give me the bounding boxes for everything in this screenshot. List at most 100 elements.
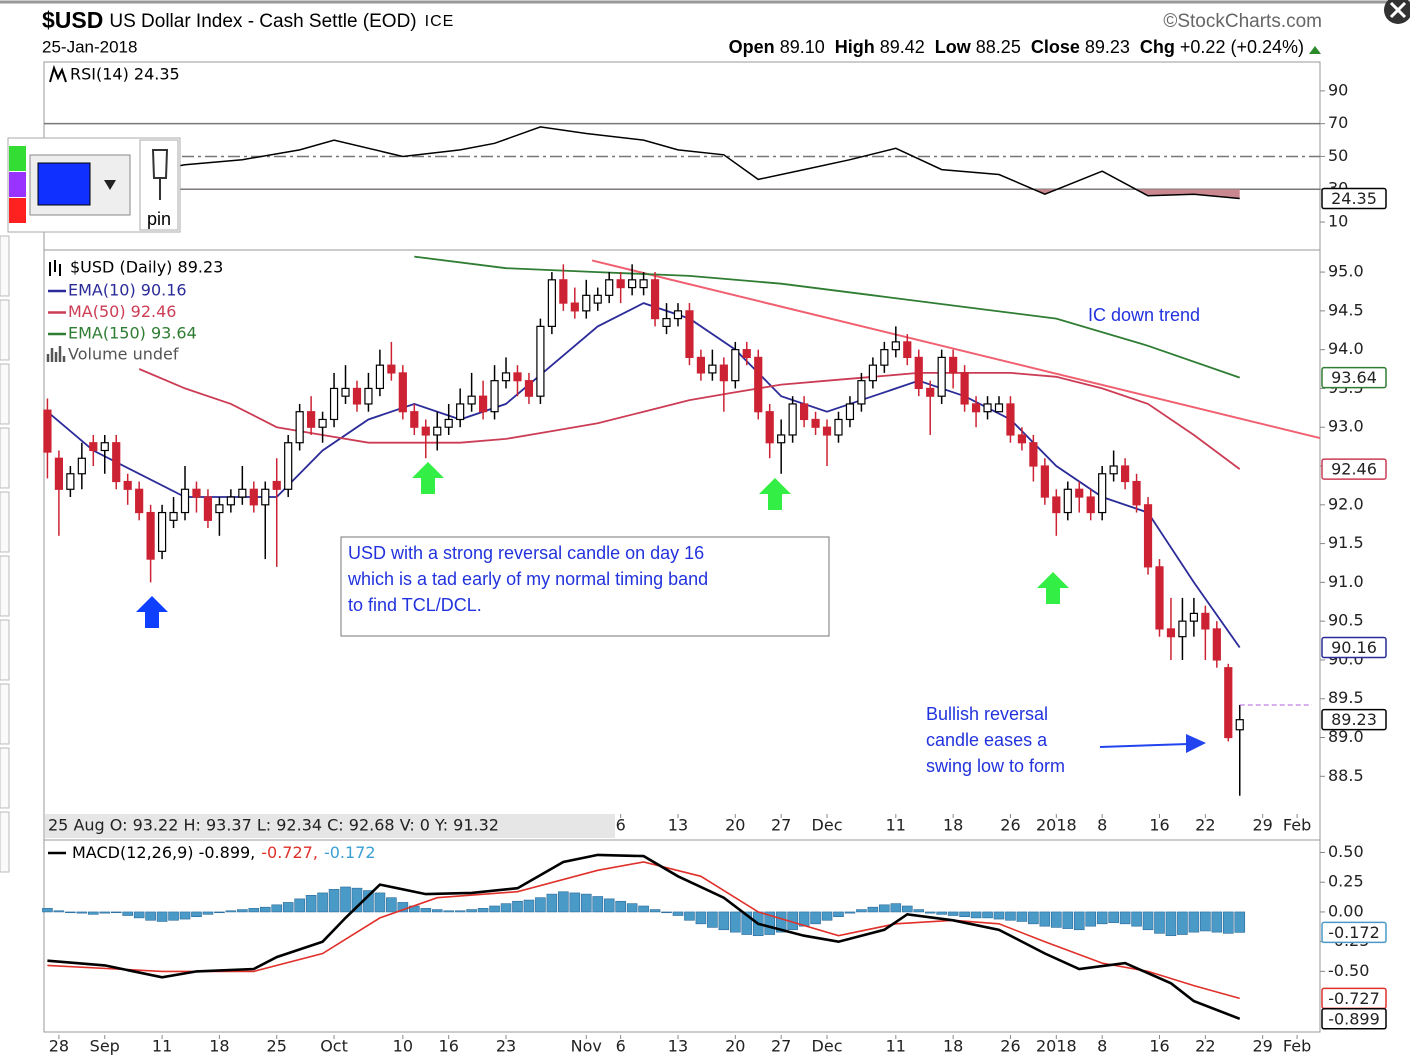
- x-tick-label: 16: [1149, 1037, 1169, 1056]
- x-tick-label: Sep: [90, 1037, 120, 1056]
- candle-body: [1017, 434, 1027, 444]
- legend-icon: [49, 260, 61, 276]
- candle-body: [673, 310, 683, 320]
- candle-body: [249, 488, 258, 506]
- side-tab: [0, 555, 10, 617]
- y-tick-label: 92.0: [1328, 494, 1364, 513]
- histogram-bar: [42, 908, 53, 913]
- histogram-bar: [122, 911, 133, 916]
- histogram-bar: [454, 910, 466, 913]
- candle-body: [616, 279, 625, 289]
- candle-body: [788, 403, 797, 436]
- histogram-bar: [684, 911, 695, 921]
- histogram-bar: [282, 902, 294, 913]
- histogram-bar: [821, 911, 833, 921]
- histogram-bar: [191, 911, 202, 917]
- x-tick-label: Dec: [812, 816, 843, 835]
- y-tick-label: 50: [1328, 146, 1348, 165]
- legend-label: EMA(10) 90.16: [68, 281, 187, 300]
- histogram-bar: [1096, 911, 1108, 925]
- histogram-bar: [1222, 911, 1234, 934]
- histogram-bar: [947, 911, 959, 916]
- x-tick-label: 11: [152, 1037, 172, 1056]
- y-tick-label: 0.00: [1328, 901, 1364, 920]
- candle-body: [891, 341, 900, 351]
- candle-body: [719, 364, 728, 382]
- annotation: which is a tad early of my normal timing…: [347, 569, 708, 589]
- histogram-bar: [214, 911, 225, 914]
- candle-body: [1109, 465, 1118, 475]
- candle-body: [261, 488, 270, 506]
- signal-arrow: [1037, 572, 1069, 604]
- exchange: ICE: [425, 13, 455, 30]
- brand: ©StockCharts.com: [1163, 11, 1322, 32]
- candle-body: [272, 480, 281, 490]
- candle-body: [926, 387, 935, 397]
- candle-body: [146, 511, 155, 560]
- candle-body: [1235, 719, 1244, 731]
- candle-body: [467, 395, 476, 405]
- x-tick-label: 27: [771, 1037, 791, 1056]
- side-tab: [0, 363, 10, 425]
- histogram-bar: [1005, 911, 1016, 921]
- candle-body: [605, 279, 614, 296]
- histogram-bar: [477, 908, 489, 913]
- histogram-bar: [1039, 911, 1051, 927]
- candle-body: [123, 480, 132, 490]
- histogram-bar: [156, 911, 168, 922]
- histogram-bar: [145, 911, 156, 921]
- legend-label: EMA(150) 93.64: [68, 324, 197, 343]
- histogram-bar: [913, 909, 925, 913]
- value-box-label: 93.64: [1331, 368, 1377, 387]
- histogram-bar: [649, 909, 661, 913]
- x-tick-label: 13: [668, 816, 688, 835]
- candle-body: [192, 488, 201, 498]
- candle-body: [639, 279, 648, 289]
- histogram-bar: [672, 911, 684, 916]
- x-tick-label: 18: [943, 816, 963, 835]
- annotation: Bullish reversal: [926, 704, 1048, 724]
- histogram-bar: [271, 904, 283, 913]
- color-swatch: [9, 146, 26, 171]
- annotation: IC down trend: [1088, 305, 1200, 325]
- histogram-bar: [867, 906, 879, 913]
- histogram-bar: [1016, 911, 1028, 922]
- histogram-bar: [569, 892, 581, 913]
- candle-body: [1040, 465, 1049, 498]
- annotation-arrow-head: [1186, 734, 1206, 753]
- candle-body: [857, 380, 866, 405]
- title: $USD US Dollar Index - Cash Settle (EOD) I…: [42, 7, 454, 33]
- value-box-label: -0.172: [1328, 923, 1380, 942]
- x-tick-label: 22: [1195, 816, 1215, 835]
- x-tick-label: 27: [771, 816, 791, 835]
- macd-line: [47, 853, 1241, 1021]
- histogram-bar: [626, 903, 638, 913]
- histogram-bar: [856, 909, 867, 913]
- x-tick-label: 23: [496, 1037, 516, 1056]
- signal-line: [47, 861, 1240, 1000]
- candle-body: [1029, 442, 1038, 467]
- quote-label: Low: [935, 37, 972, 57]
- candle-body: [501, 372, 511, 382]
- histogram-bar: [317, 892, 328, 913]
- candle-body: [1189, 612, 1198, 622]
- histogram-bar: [993, 911, 1005, 920]
- candle-body: [960, 372, 969, 405]
- histogram-bar: [99, 911, 111, 914]
- legend-label: -0.172: [324, 843, 376, 862]
- histogram-bar: [1154, 911, 1165, 934]
- candle-body: [112, 442, 121, 483]
- candle-body: [226, 496, 235, 506]
- histogram-bar: [489, 905, 500, 913]
- color-swatch: [9, 198, 26, 223]
- close-icon-x: [1389, 1, 1407, 19]
- histogram-bar: [76, 911, 88, 914]
- x-tick-label: Dec: [812, 1037, 843, 1056]
- histogram-bar: [466, 909, 477, 913]
- x-tick-label: 8: [1097, 816, 1107, 835]
- x-tick-label: 20: [725, 816, 745, 835]
- histogram-bar: [901, 905, 913, 913]
- x-tick-label: 25: [267, 1037, 287, 1056]
- value-box: [1321, 921, 1387, 944]
- histogram-bar: [615, 900, 626, 913]
